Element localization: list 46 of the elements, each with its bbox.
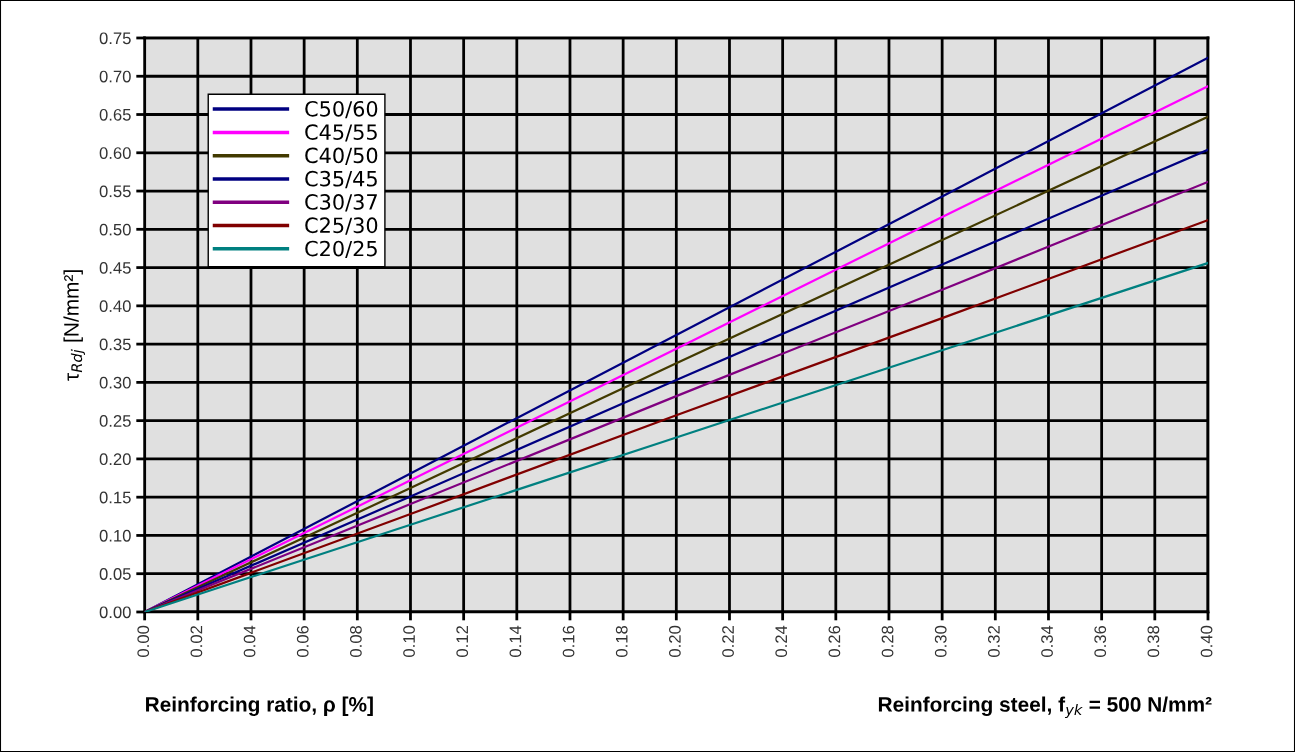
y-tick-label: 0.60 — [99, 147, 131, 159]
x-tick-label: 0.20 — [668, 625, 681, 657]
legend-label: C45/55 — [305, 124, 377, 142]
y-tick-label: 0.50 — [99, 223, 131, 236]
y-tick-label: 0.55 — [99, 185, 131, 198]
y-tick-label: 0.25 — [99, 415, 131, 427]
x-axis-title: Reinforcing ratio, ρ [%] — [146, 696, 373, 717]
y-tick-label: 0.35 — [99, 338, 131, 351]
x-tick-label: 0.04 — [243, 625, 256, 657]
x-tick-label: 0.40 — [1200, 625, 1213, 657]
x-tick-label: 0.18 — [615, 625, 628, 657]
x-tick-label: 0.02 — [190, 626, 203, 657]
y-tick-label: 0.45 — [99, 261, 131, 274]
x-tick-label: 0.24 — [775, 625, 788, 657]
legend-label: C25/30 — [305, 217, 378, 235]
x-tick-label: 0.34 — [1041, 625, 1053, 657]
y-tick-label: 0.65 — [99, 108, 131, 121]
legend-label: C50/60 — [305, 100, 378, 119]
y-tick-label: 0.20 — [99, 453, 131, 466]
x-tick-label: 0.26 — [828, 625, 841, 657]
y-tick-label: 0.10 — [99, 529, 131, 542]
x-tick-label: 0.06 — [296, 625, 309, 657]
x-tick-label: 0.12 — [456, 626, 469, 657]
x-tick-label: 0.10 — [403, 625, 415, 657]
x-tick-label: 0.14 — [509, 625, 522, 657]
x-tick-label: 0.28 — [881, 625, 894, 657]
x-tick-label: 0.16 — [562, 625, 575, 657]
legend-label: C40/50 — [305, 147, 378, 165]
x-tick-label: 0.08 — [349, 625, 362, 657]
legend-label: C35/45 — [305, 170, 377, 189]
y-tick-label: 0.40 — [99, 300, 131, 313]
x-tick-label: 0.38 — [1147, 625, 1160, 657]
x-tick-label: 0.32 — [987, 626, 1000, 657]
y-tick-label: 0.70 — [99, 70, 131, 83]
x-tick-label: 0.36 — [1094, 625, 1107, 657]
y-tick-label: 0.00 — [99, 606, 131, 619]
text: Reinforcing steel, f$_{yk}$ = 500 N/mm² — [878, 696, 1212, 719]
y-tick-label: 0.30 — [99, 376, 131, 389]
legend-label: C20/25 — [305, 240, 377, 259]
y-tick-label: 0.75 — [99, 32, 131, 45]
y-tick-label: 0.05 — [99, 568, 131, 580]
y-tick-label: 0.15 — [99, 491, 131, 504]
legend-label: C30/37 — [305, 194, 377, 212]
x-tick-label: 0.22 — [722, 626, 734, 657]
y-axis-title: τ$_{Rdj}$ [N/mm²] — [63, 270, 86, 381]
x-tick-label: 0.30 — [934, 625, 947, 657]
